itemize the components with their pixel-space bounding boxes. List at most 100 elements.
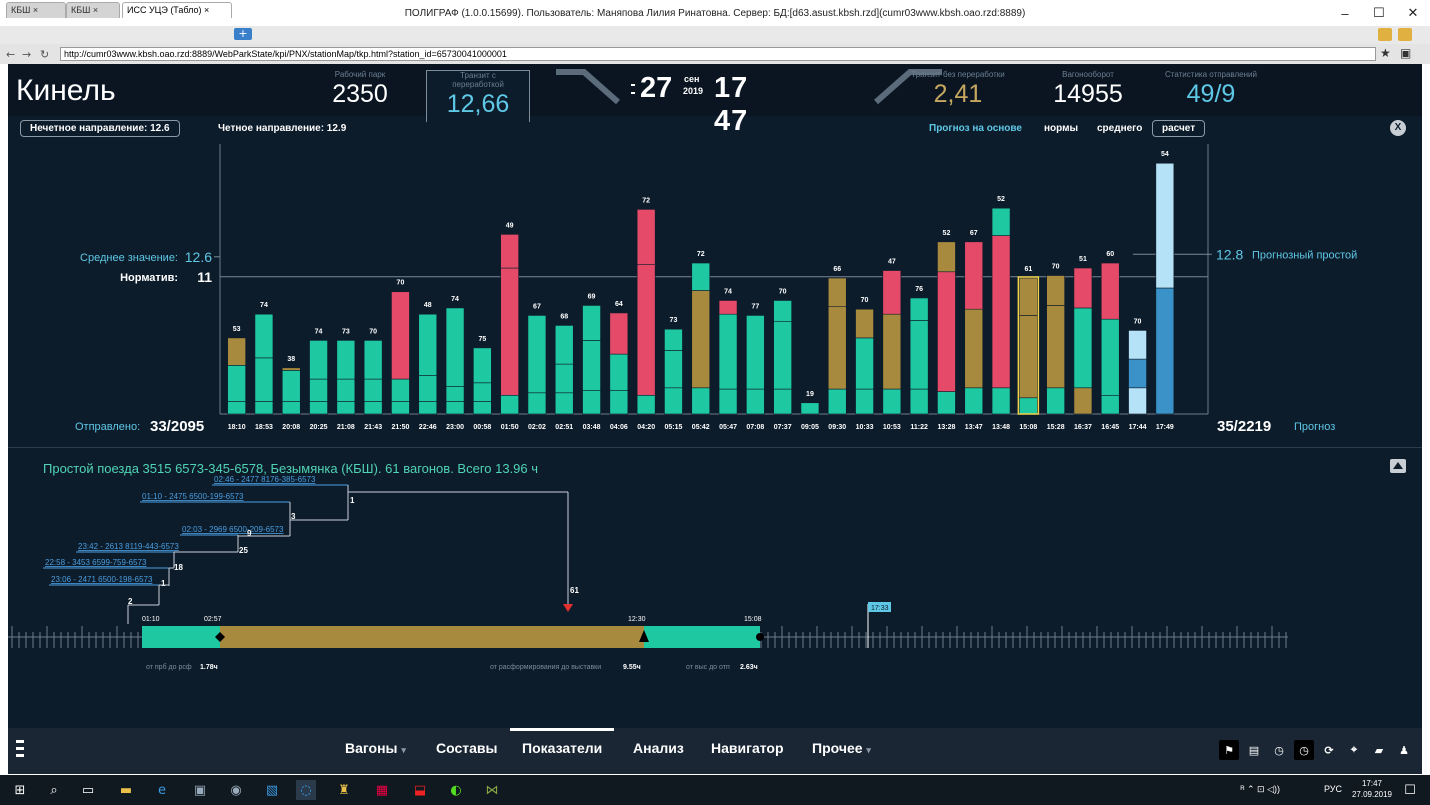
forecast-norm-option[interactable]: нормы [1044,123,1079,134]
refresh-icon[interactable]: ⟳ [1324,743,1334,757]
header: Кинель Рабочий парк 2350 Транзит с перера… [8,64,1422,137]
menu-navigator[interactable]: Навигатор [711,740,784,756]
map-pin-icon[interactable]: ⌖ [1350,743,1358,756]
even-direction-button[interactable]: Четное направление: 12.9 [218,123,347,134]
tab-close-icon[interactable]: × [204,5,210,15]
tab-kbsh-1[interactable]: КБШ × [6,2,66,18]
app-icon[interactable]: ◐ [450,782,462,798]
bar-segment [363,340,383,380]
app-icon[interactable]: ⋈ [485,782,499,798]
ie-icon[interactable]: e [158,782,166,798]
new-tab-button[interactable]: + [234,28,252,40]
bookmark-star-icon[interactable]: ★ [1380,46,1391,60]
train-link[interactable]: 22:58 - 3453 6599-759-6573 [45,558,147,567]
collapse-button[interactable] [1390,459,1406,473]
x-tick-label: 21:08 [337,424,355,431]
maximize-button[interactable]: ☐ [1373,5,1385,20]
back-icon[interactable]: ← [6,48,16,61]
odd-direction-button[interactable]: Нечетное направление: 12.6 [20,120,180,137]
date-marker-icon [631,84,635,94]
menu-pokazateli[interactable]: Показатели [509,728,615,756]
x-tick-label: 18:53 [255,424,273,431]
bar-segment [281,367,301,371]
menu-prochee[interactable]: Прочее ▾ [812,740,871,756]
metric-transit-processing[interactable]: Транзит с переработкой 12,66 [426,70,530,122]
x-tick-label: 18:10 [228,424,246,431]
bar-segment [882,388,902,415]
clock-icon[interactable]: ◷ [1274,743,1284,757]
close-window-button[interactable]: ✕ [1407,5,1419,20]
x-tick-label: 21:43 [364,424,382,431]
close-chart-button[interactable]: X [1390,120,1406,136]
bar-segment [773,321,792,390]
average-value: 12.6 [185,249,212,265]
train-link[interactable]: 23:42 - 2613 8119-443-6573 [78,542,179,551]
app-panel: Кинель Рабочий парк 2350 Транзит с перера… [8,64,1422,774]
browser-icon[interactable]: ◌ [296,780,316,800]
forecast-value: 12.8 [1216,246,1243,262]
menu-analiz[interactable]: Анализ [633,740,684,756]
document-icon[interactable]: ▤ [1248,743,1260,757]
train-link[interactable]: 02:46 - 2477 8176-385-6573 [214,475,316,484]
train-link[interactable]: 02:03 - 2969 6500-209-6573 [182,525,284,534]
user-icon[interactable]: ♟ [1399,743,1409,757]
tab-iss-tablo[interactable]: ИСС УЦЭ (Табло) × [122,2,232,18]
hamburger-icon[interactable] [16,740,24,760]
x-tick-label: 03:48 [583,424,601,431]
menu-label: Показатели [522,740,603,756]
app-icon[interactable]: ▦ [375,782,389,798]
bar-segment [937,241,956,273]
start-icon[interactable]: ⊞ [14,782,26,798]
x-tick-label: 05:42 [692,424,710,431]
chevron-down-icon: ▾ [401,745,406,755]
bar-count-label: 70 [1052,264,1060,271]
bar-segment [964,387,984,415]
metric-value: 2,41 [933,80,983,108]
tab-close-icon[interactable]: × [92,5,99,15]
bar-count-label: 72 [697,251,705,258]
reload-icon[interactable]: ↻ [40,48,50,61]
task-view-icon[interactable]: ▭ [81,782,95,798]
app-icon[interactable]: ▣ [193,782,207,798]
segment-value: 9.55ч [623,664,641,671]
train-link[interactable]: 01:10 - 2475 6500-199-6573 [142,492,244,501]
language-indicator[interactable]: РУС [1323,784,1342,794]
minimize-button[interactable]: – [1341,5,1349,21]
menu-vagony[interactable]: Вагоны ▾ [345,740,406,756]
forward-icon[interactable]: → [22,48,32,61]
megaphone-icon[interactable] [1378,28,1392,41]
bar-count-label: 68 [560,313,568,320]
tab-kbsh-2[interactable]: КБШ × [66,2,120,18]
pdf-icon[interactable]: ⬓ [413,782,427,798]
search-icon[interactable]: ⌕ [50,782,58,798]
clock-active-icon[interactable]: ◷ [1294,740,1314,760]
flag-icon[interactable]: ⚑ [1219,740,1239,760]
forecast-calc-option[interactable]: расчет [1152,120,1206,137]
bar-segment [855,337,874,390]
briefcase-icon[interactable]: ▰ [1374,743,1384,757]
forecast-average-option[interactable]: среднего [1097,123,1143,134]
metric-label: Транзит с переработкой [452,71,504,89]
app-icon[interactable]: ▧ [265,782,279,798]
bar-count-label: 70 [369,328,377,335]
tab-label: КБШ [11,5,31,15]
extensions-icon[interactable]: ▣ [1400,46,1412,60]
timeline-time-label: 15:08 [744,616,762,623]
address-input[interactable]: http://cumr03www.kbsh.oao.rzd:8889/WebPa… [60,47,1376,61]
notifications-icon[interactable]: ☐ [1404,782,1416,798]
taskbar-clock[interactable]: 17:47 27.09.2019 [1352,778,1392,800]
app-icon[interactable]: ♜ [338,782,350,798]
bar-segment [254,401,274,415]
tab-close-icon[interactable]: × [32,5,39,15]
x-tick-label: 13:28 [937,424,955,431]
app-icon[interactable]: ◉ [230,782,242,798]
tray-icons[interactable]: ᴿ ⌃ ⊡ ◁)) [1240,784,1280,794]
menu-sostavy[interactable]: Составы [436,740,497,756]
x-tick-label: 00:58 [473,424,491,431]
segment-label: от прб до рсф [146,663,192,671]
train-link[interactable]: 23:06 - 2471 6500-198-6573 [51,575,153,584]
grid-icon[interactable] [1398,28,1412,41]
explorer-icon[interactable]: ▬ [119,782,133,798]
bar-segment [773,388,792,415]
bar-count-label: 72 [642,197,650,204]
